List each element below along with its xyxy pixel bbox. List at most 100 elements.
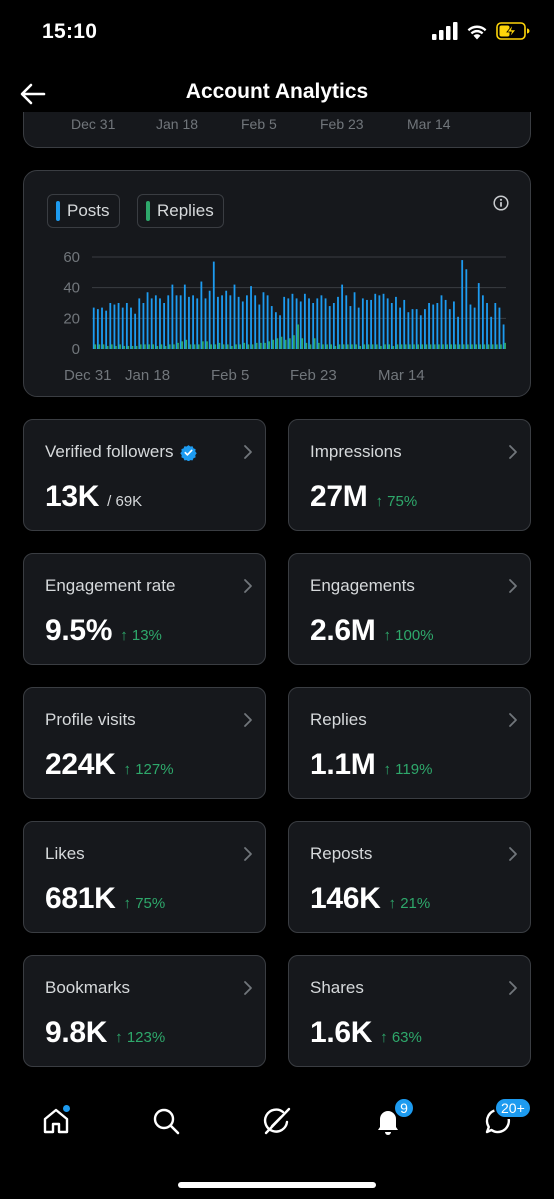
replies-bar [139, 344, 142, 349]
replies-bar [94, 344, 97, 349]
metric-tile-impressions[interactable]: Impressions 27M ↑ 75% [288, 419, 531, 531]
replies-bar [392, 345, 395, 349]
posts-bar [361, 298, 364, 349]
x-tick-label: Mar 14 [378, 367, 425, 384]
replies-bar [152, 344, 155, 349]
replies-bar [123, 345, 126, 349]
metric-tile-engagement-rate[interactable]: Engagement rate 9.5% ↑ 13% [23, 553, 266, 665]
posts-bar [274, 312, 277, 349]
posts-bar [196, 298, 199, 349]
replies-bar [371, 344, 374, 349]
tab-search[interactable] [144, 1101, 188, 1141]
posts-bar [258, 304, 261, 349]
metric-tile-profile-visits[interactable]: Profile visits 224K ↑ 127% [23, 687, 266, 799]
x-tick-label: Feb 5 [211, 367, 249, 384]
metric-tile-engagements[interactable]: Engagements 2.6M ↑ 100% [288, 553, 531, 665]
replies-bar [288, 338, 291, 349]
metric-value: 1.1M [310, 748, 376, 781]
metric-value: 13K [45, 480, 100, 513]
replies-bar [499, 344, 502, 349]
posts-bar [130, 307, 132, 349]
posts-bar [138, 298, 141, 349]
posts-bar [390, 303, 393, 349]
replies-bar [160, 344, 163, 349]
replies-bar [280, 336, 283, 349]
replies-bar [437, 344, 440, 349]
replies-bar [413, 344, 415, 349]
posts-bar [183, 284, 186, 349]
metric-change: ↑ 21% [388, 895, 431, 912]
verified-badge-icon [179, 444, 197, 461]
replies-bar [259, 342, 262, 349]
replies-bar [235, 344, 237, 349]
chevron-right-icon [509, 713, 517, 727]
posts-bar [279, 315, 281, 349]
metric-label: Verified followers [45, 442, 174, 461]
home-unread-dot [62, 1104, 71, 1113]
back-button[interactable] [16, 78, 50, 110]
replies-bar [471, 344, 473, 349]
posts-bar [498, 307, 501, 349]
posts-bar [159, 298, 161, 349]
replies-bar [417, 344, 419, 349]
replies-bar [251, 344, 254, 349]
replies-bar [334, 345, 337, 349]
replies-bar [156, 345, 159, 349]
metric-label: Shares [310, 978, 364, 997]
replies-bar [255, 342, 258, 349]
posts-bar [469, 304, 472, 349]
posts-bar [192, 295, 194, 349]
posts-bar [117, 303, 120, 349]
replies-bar [210, 344, 212, 349]
posts-bar [167, 295, 170, 349]
posts-bar [332, 303, 335, 349]
legend-replies-toggle[interactable]: Replies [137, 194, 224, 228]
legend-posts-toggle[interactable]: Posts [47, 194, 120, 228]
y-tick-label: 20 [63, 310, 80, 327]
chevron-right-icon [244, 445, 252, 459]
metric-change: ↑ 127% [123, 761, 174, 778]
metric-value: 681K [45, 882, 116, 915]
metric-value: 27M [310, 480, 368, 513]
tab-home[interactable] [34, 1101, 78, 1141]
metric-tile-bookmarks[interactable]: Bookmarks 9.8K ↑ 123% [23, 955, 266, 1067]
y-tick-label: 60 [63, 249, 80, 266]
replies-bar [239, 344, 241, 349]
replies-bar [466, 344, 469, 349]
posts-bar [237, 296, 240, 349]
posts-bar [337, 296, 339, 349]
posts-bar [229, 295, 232, 349]
metric-tile-likes[interactable]: Likes 681K ↑ 75% [23, 821, 266, 933]
posts-bar [324, 298, 327, 349]
chevron-right-icon [509, 981, 517, 995]
info-icon[interactable] [493, 195, 509, 216]
posts-bar [225, 290, 228, 349]
metric-tile-verified-followers[interactable]: Verified followers 13K / 69K [23, 419, 266, 531]
posts-bar [407, 312, 410, 349]
metric-tile-reposts[interactable]: Reposts 146K ↑ 21% [288, 821, 531, 933]
tab-grok[interactable] [255, 1101, 299, 1141]
posts-bar [374, 293, 377, 349]
tab-notifications[interactable]: 9 [366, 1097, 415, 1141]
replies-bar [479, 344, 482, 349]
home-icon [43, 1108, 69, 1134]
replies-bar [309, 344, 312, 349]
tab-messages[interactable]: 20+ [476, 1097, 532, 1141]
replies-bar [504, 342, 506, 349]
signal-icon [432, 22, 458, 40]
battery-charging-icon [496, 22, 530, 40]
replies-bar [168, 344, 171, 349]
x-axis-label: Dec 31 [71, 116, 116, 132]
posts-bar [473, 307, 476, 349]
metric-tile-replies[interactable]: Replies 1.1M ↑ 119% [288, 687, 531, 799]
posts-bar [154, 295, 157, 349]
replies-bar [218, 342, 221, 349]
posts-bar [440, 295, 443, 349]
metric-label-row: Verified followers [45, 442, 197, 462]
posts-bar [415, 309, 418, 349]
replies-bar [106, 345, 109, 349]
chevron-right-icon [509, 579, 517, 593]
metric-tile-shares[interactable]: Shares 1.6K ↑ 63% [288, 955, 531, 1067]
replies-bar [177, 342, 179, 349]
bar-chart: 0 20 40 60 Dec 31 Jan 18 Feb 5 Feb 23 Mar 14 [63, 249, 506, 384]
